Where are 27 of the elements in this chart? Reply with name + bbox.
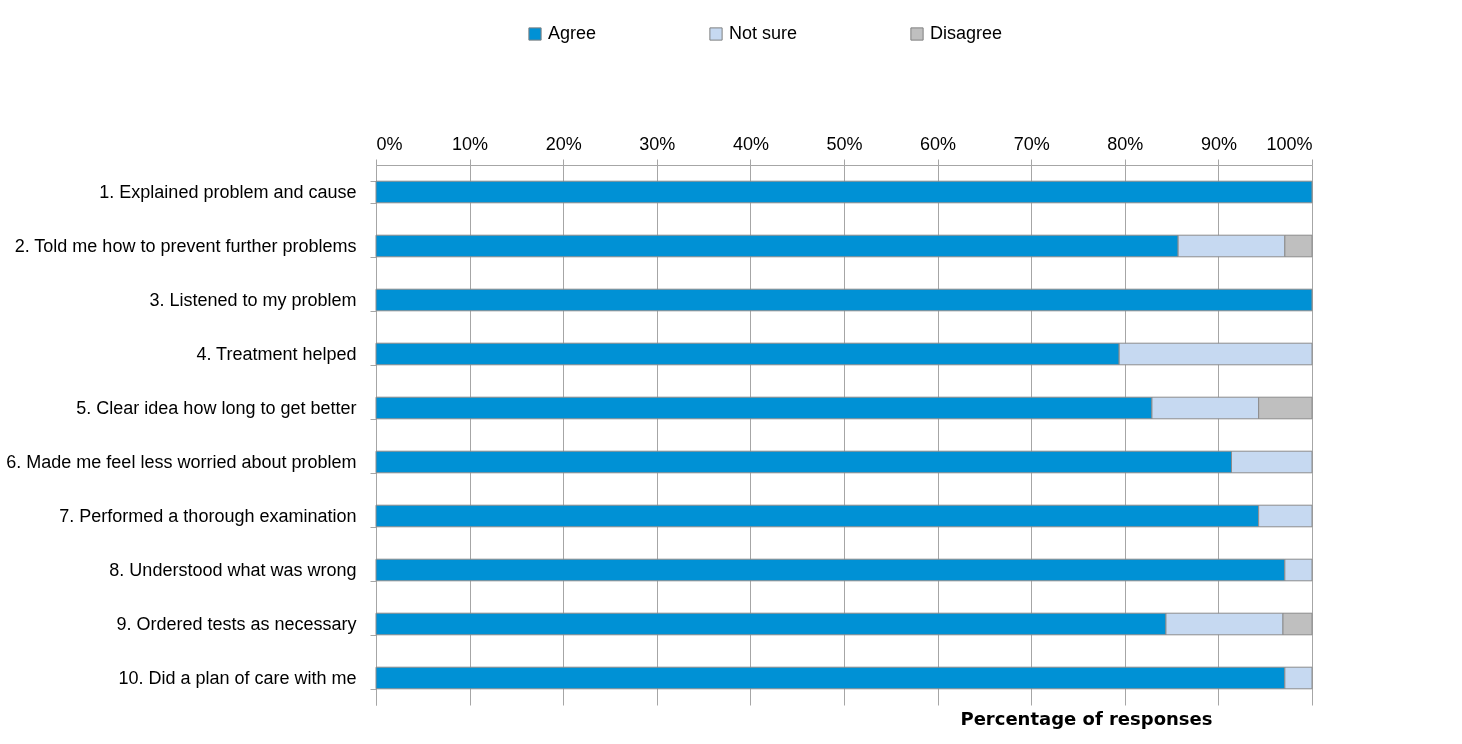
- legend-label: Disagree: [930, 23, 1003, 43]
- x-tick-label: 60%: [920, 133, 957, 154]
- y-tick-label: 6. Made me feel less worried about problem: [6, 451, 357, 472]
- x-tick-label: 100%: [1266, 133, 1313, 154]
- x-tick-label: 90%: [1200, 133, 1237, 154]
- y-tick-label: 7. Performed a thorough examination: [59, 505, 357, 526]
- y-tick-label: 1. Explained problem and cause: [99, 181, 357, 202]
- y-tick-label: 3. Listened to my problem: [149, 289, 357, 310]
- y-tick-label: 4. Treatment helped: [196, 343, 357, 364]
- y-tick-label: 10. Did a plan of care with me: [118, 667, 357, 688]
- legend-label: Agree: [548, 23, 597, 43]
- x-tick-label: 70%: [1013, 133, 1050, 154]
- x-tick-label: 80%: [1107, 133, 1144, 154]
- bar: [375, 180, 1313, 204]
- x-axis-title: Percentage of responses: [960, 708, 1213, 729]
- x-tick-label: 0%: [376, 133, 403, 154]
- legend-label: Not sure: [729, 23, 798, 43]
- x-tick-label: 30%: [639, 133, 676, 154]
- y-tick-label: 8. Understood what was wrong: [109, 559, 357, 580]
- bar: [375, 288, 1313, 312]
- x-tick-label: 50%: [826, 133, 863, 154]
- x-tick-label: 10%: [452, 133, 489, 154]
- x-tick-label: 40%: [732, 133, 769, 154]
- y-tick-label: 5. Clear idea how long to get better: [76, 397, 357, 418]
- x-tick-label: 20%: [545, 133, 582, 154]
- y-tick-label: 2. Told me how to prevent further problems: [14, 235, 357, 256]
- y-tick-label: 9. Ordered tests as necessary: [116, 613, 357, 634]
